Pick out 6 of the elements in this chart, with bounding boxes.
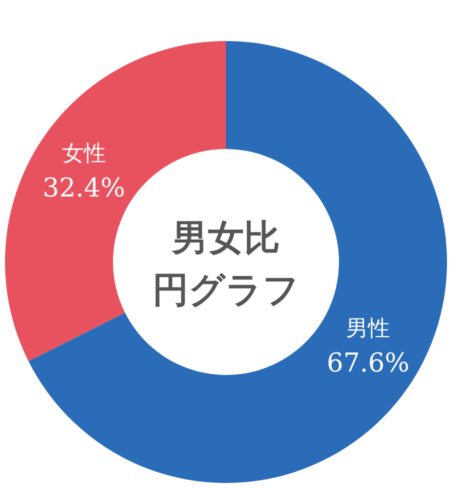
text: 円グラフ — [152, 269, 300, 311]
data-label: 32.4% — [42, 173, 126, 204]
slice-label: 女性 — [62, 141, 106, 166]
text: 男女比 — [171, 217, 280, 259]
slice-label: 男性 — [346, 316, 390, 342]
data-label: 67.6% — [326, 348, 410, 379]
